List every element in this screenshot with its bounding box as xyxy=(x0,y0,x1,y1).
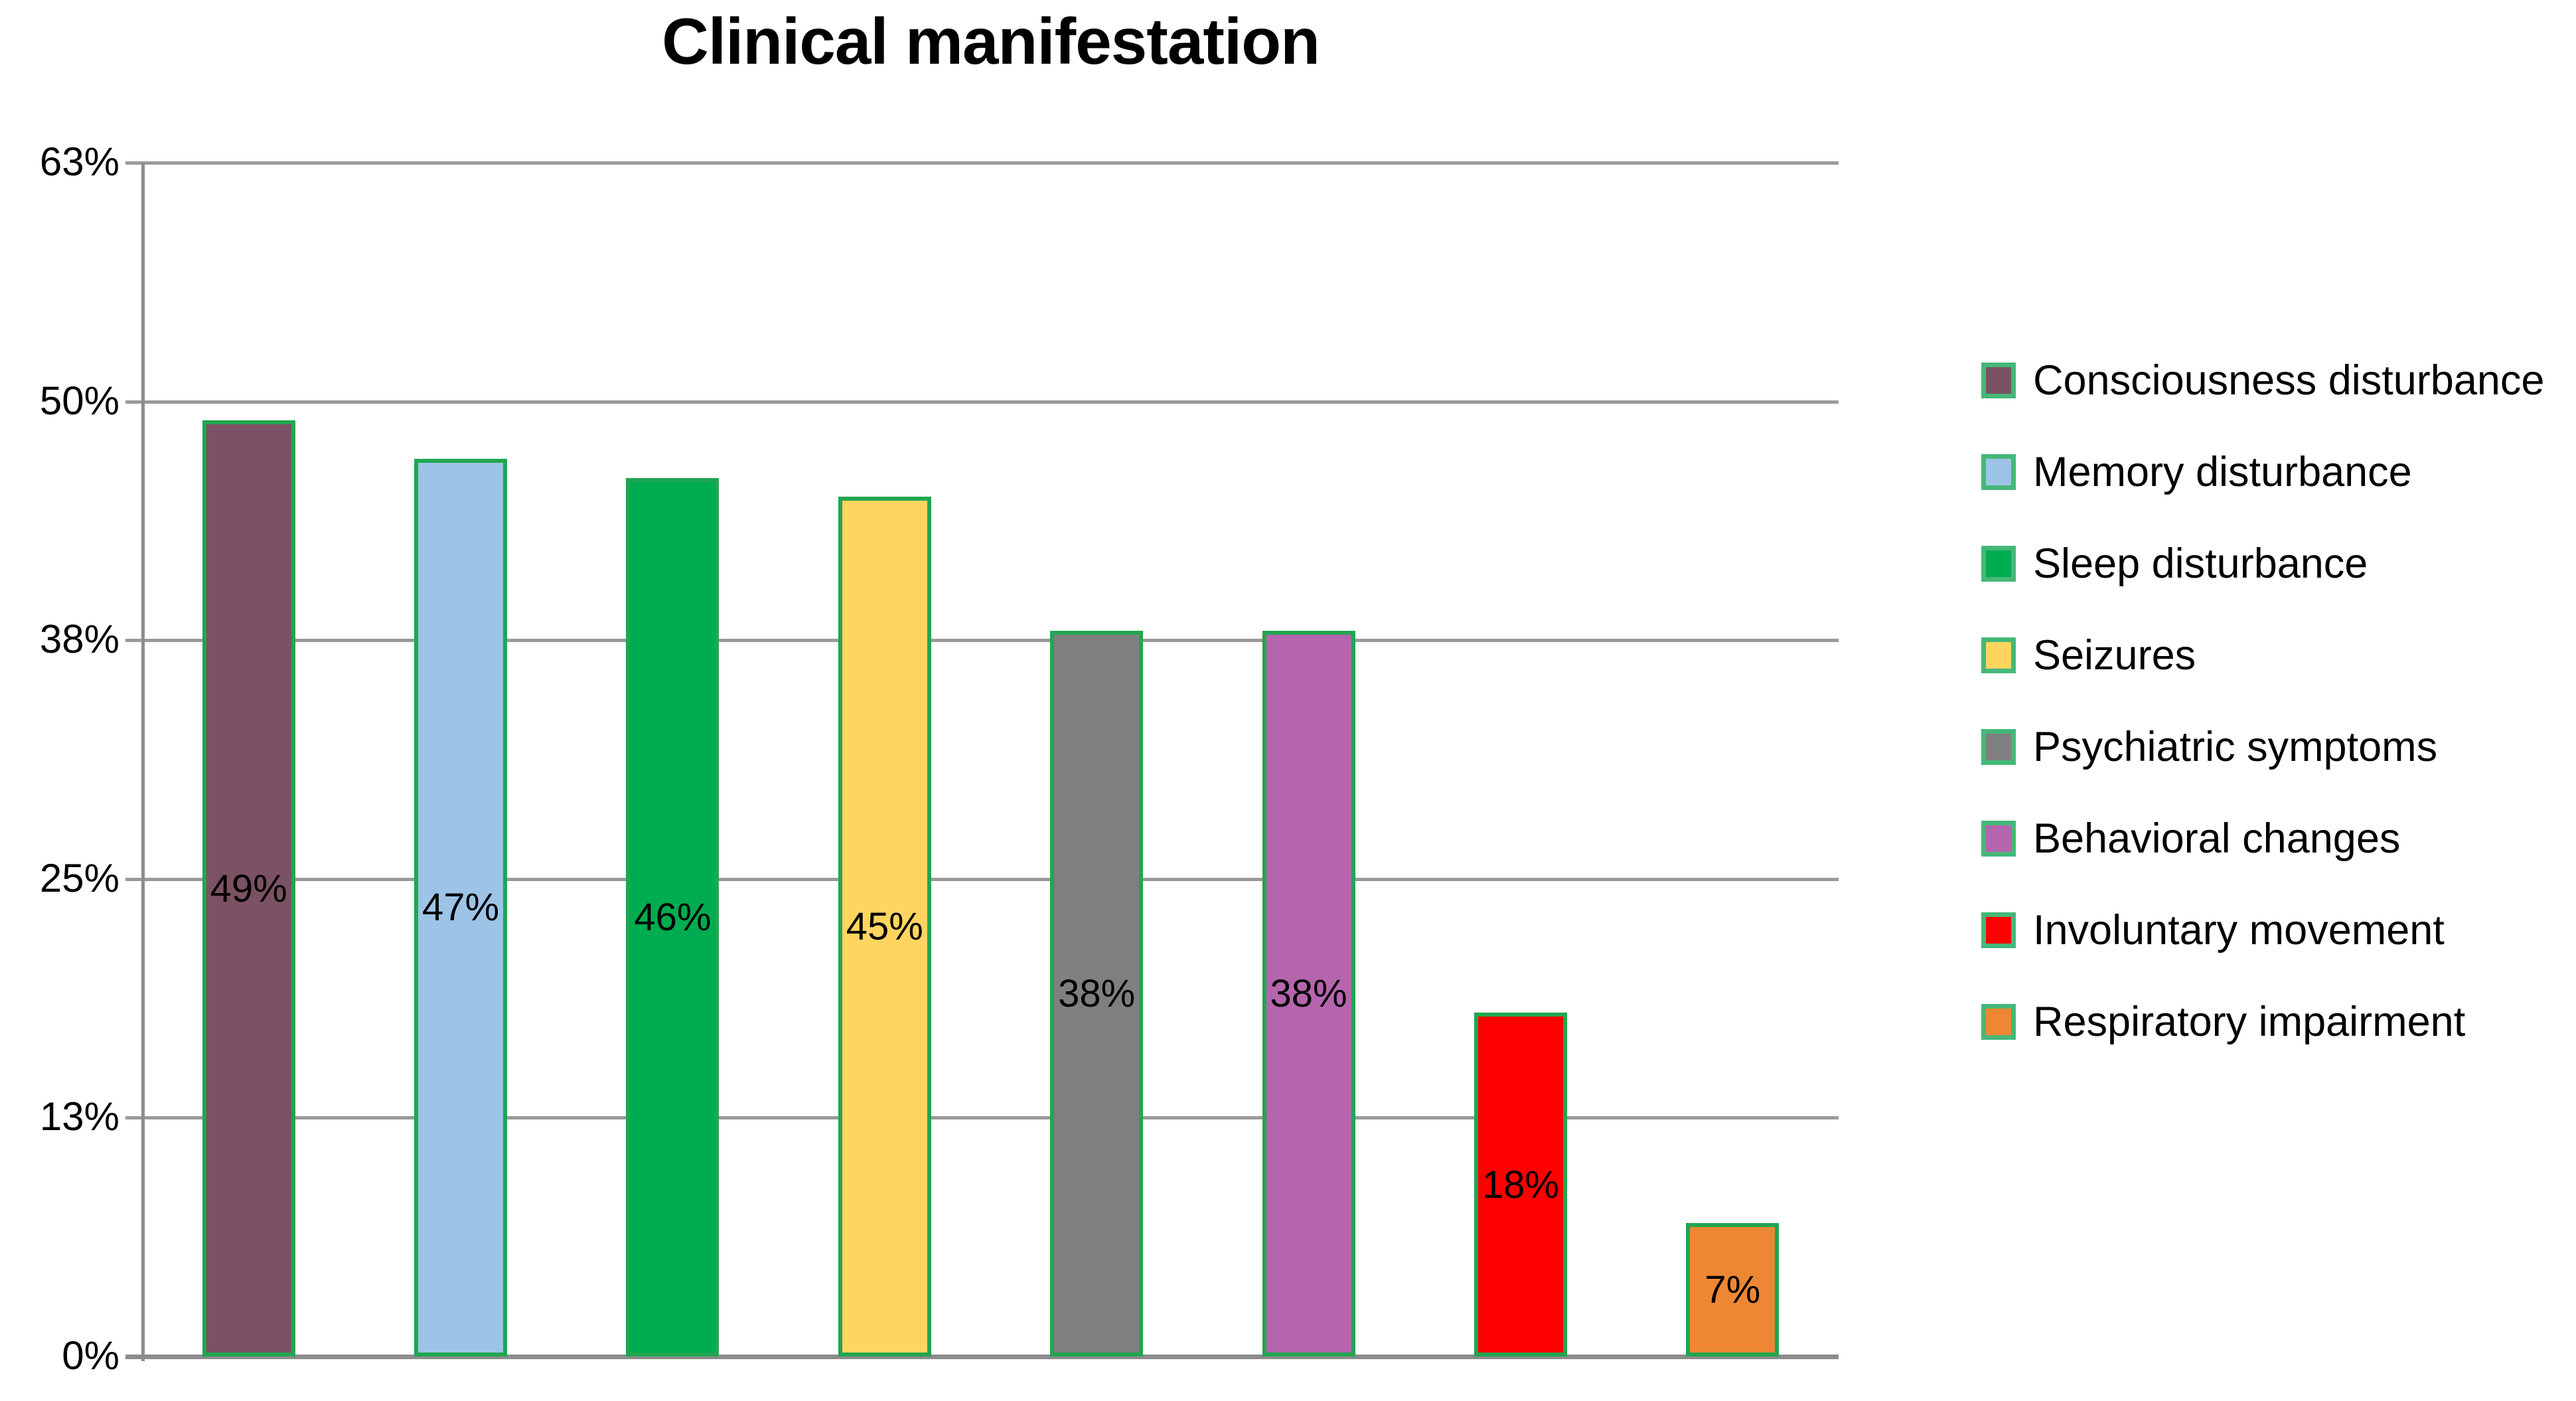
legend-swatch-icon xyxy=(1981,546,2016,582)
y-axis-tick-label: 38% xyxy=(39,617,119,662)
y-axis-tick-label: 0% xyxy=(62,1333,119,1378)
bar-sleep-disturbance: 46% xyxy=(626,477,720,1357)
legend-swatch-icon xyxy=(1981,912,2016,948)
legend-item-respiratory-impairment: Respiratory impairment xyxy=(1981,997,2465,1047)
bar-value-label: 45% xyxy=(846,905,923,949)
legend-swatch-icon xyxy=(1981,1004,2016,1040)
legend-swatch-icon xyxy=(1981,363,2016,398)
bar-value-label: 47% xyxy=(422,886,500,930)
bar-value-label: 38% xyxy=(1270,971,1347,1015)
bar-value-label: 46% xyxy=(634,895,712,939)
legend-swatch-icon xyxy=(1981,821,2016,857)
bar-value-label: 7% xyxy=(1705,1268,1761,1311)
y-axis-tick-label: 13% xyxy=(39,1094,119,1139)
bar-memory-disturbance: 47% xyxy=(414,458,508,1357)
y-axis-tick-label: 63% xyxy=(39,139,119,184)
x-axis-line xyxy=(125,1355,1839,1359)
legend-label: Memory disturbance xyxy=(2033,449,2412,495)
legend-swatch-icon xyxy=(1981,637,2016,673)
bar-seizures: 45% xyxy=(838,497,931,1357)
bar-involuntary-movement: 18% xyxy=(1474,1013,1567,1357)
legend-label: Behavioral changes xyxy=(2033,815,2401,862)
bar-value-label: 38% xyxy=(1058,971,1136,1015)
gridline xyxy=(125,877,1839,881)
legend-item-involuntary-movement: Involuntary movement xyxy=(1981,905,2445,955)
y-axis-tick-label: 25% xyxy=(39,855,119,900)
chart-title: Clinical manifestation xyxy=(662,5,1320,78)
legend-label: Seizures xyxy=(2033,632,2196,679)
legend-swatch-icon xyxy=(1981,729,2016,765)
gridline xyxy=(125,639,1839,643)
bar-value-label: 18% xyxy=(1481,1163,1559,1206)
gridline xyxy=(125,161,1839,165)
bar-psychiatric-symptoms: 38% xyxy=(1050,630,1144,1357)
legend-swatch-icon xyxy=(1981,454,2016,490)
y-axis-line xyxy=(141,163,145,1361)
gridline xyxy=(125,1116,1839,1120)
y-axis-tick-label: 50% xyxy=(39,378,119,423)
legend-label: Consciousness disturbance xyxy=(2033,357,2545,404)
legend-item-seizures: Seizures xyxy=(1981,630,2196,681)
legend-item-sleep-disturbance: Sleep disturbance xyxy=(1981,538,2368,589)
bar-value-label: 49% xyxy=(210,866,287,910)
legend-label: Sleep disturbance xyxy=(2033,540,2368,587)
bar-respiratory-impairment: 7% xyxy=(1686,1222,1780,1357)
bar-behavioral-changes: 38% xyxy=(1262,630,1355,1357)
legend-item-behavioral-changes: Behavioral changes xyxy=(1981,813,2400,864)
legend-label: Psychiatric symptoms xyxy=(2033,724,2438,770)
legend-label: Respiratory impairment xyxy=(2033,999,2466,1045)
bar-consciousness-disturbance: 49% xyxy=(202,420,295,1357)
legend-label: Involuntary movement xyxy=(2033,907,2445,953)
legend-item-psychiatric-symptoms: Psychiatric symptoms xyxy=(1981,722,2437,772)
legend-item-consciousness-disturbance: Consciousness disturbance xyxy=(1981,355,2544,406)
legend-item-memory-disturbance: Memory disturbance xyxy=(1981,447,2412,497)
gridline xyxy=(125,400,1839,404)
